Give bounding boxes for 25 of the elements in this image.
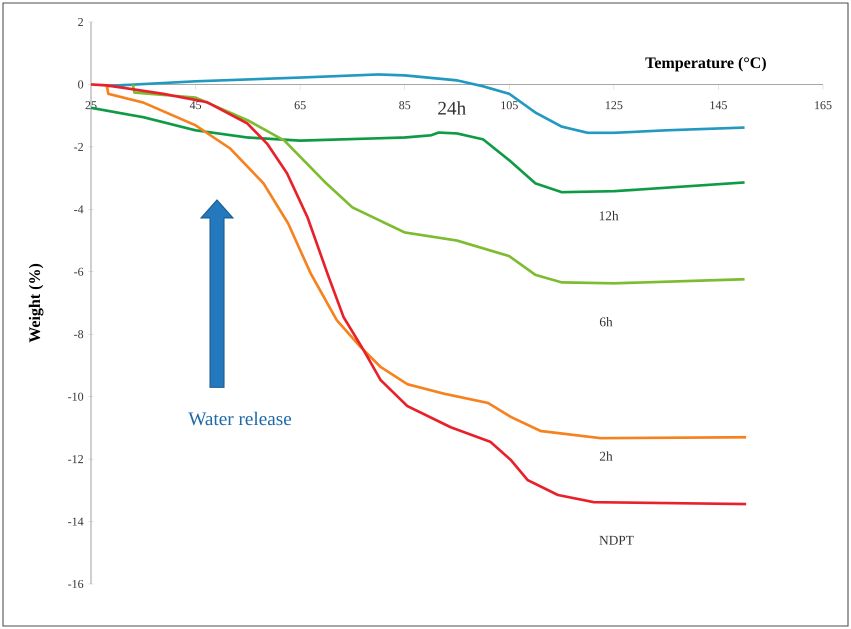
x-tick-label: 145 bbox=[710, 101, 727, 110]
series-label: 12h bbox=[600, 210, 618, 220]
text: NDPT bbox=[599, 536, 634, 545]
y-tick-label: 2 bbox=[78, 18, 83, 26]
y-tick-label: -6 bbox=[74, 268, 84, 276]
x-tick-label: 65 bbox=[294, 101, 306, 110]
y-tick-label: -10 bbox=[68, 392, 84, 401]
y-tick-label: -2 bbox=[74, 142, 83, 151]
y-tick-label: 0 bbox=[78, 80, 84, 88]
y-axis-title: Weight (%) bbox=[28, 264, 44, 343]
x-tick-label: 125 bbox=[606, 101, 622, 110]
y-tick-label: -16 bbox=[68, 580, 84, 588]
series-label: 24h bbox=[438, 101, 466, 115]
x-tick-label: 85 bbox=[399, 101, 410, 110]
y-tick-label: -14 bbox=[68, 518, 84, 526]
y-tick-label: -4 bbox=[74, 205, 84, 214]
series-label: 2h bbox=[600, 451, 613, 461]
x-tick-label: 105 bbox=[501, 101, 518, 110]
x-axis-title: Temperature (°C) bbox=[645, 56, 766, 72]
text: 6h bbox=[600, 317, 613, 326]
y-tick-label: -8 bbox=[74, 330, 84, 338]
y-tick-label: -12 bbox=[68, 455, 83, 464]
x-tick-label: 165 bbox=[815, 101, 832, 110]
line-series bbox=[132, 83, 746, 285]
annotation: Water release bbox=[188, 412, 292, 426]
